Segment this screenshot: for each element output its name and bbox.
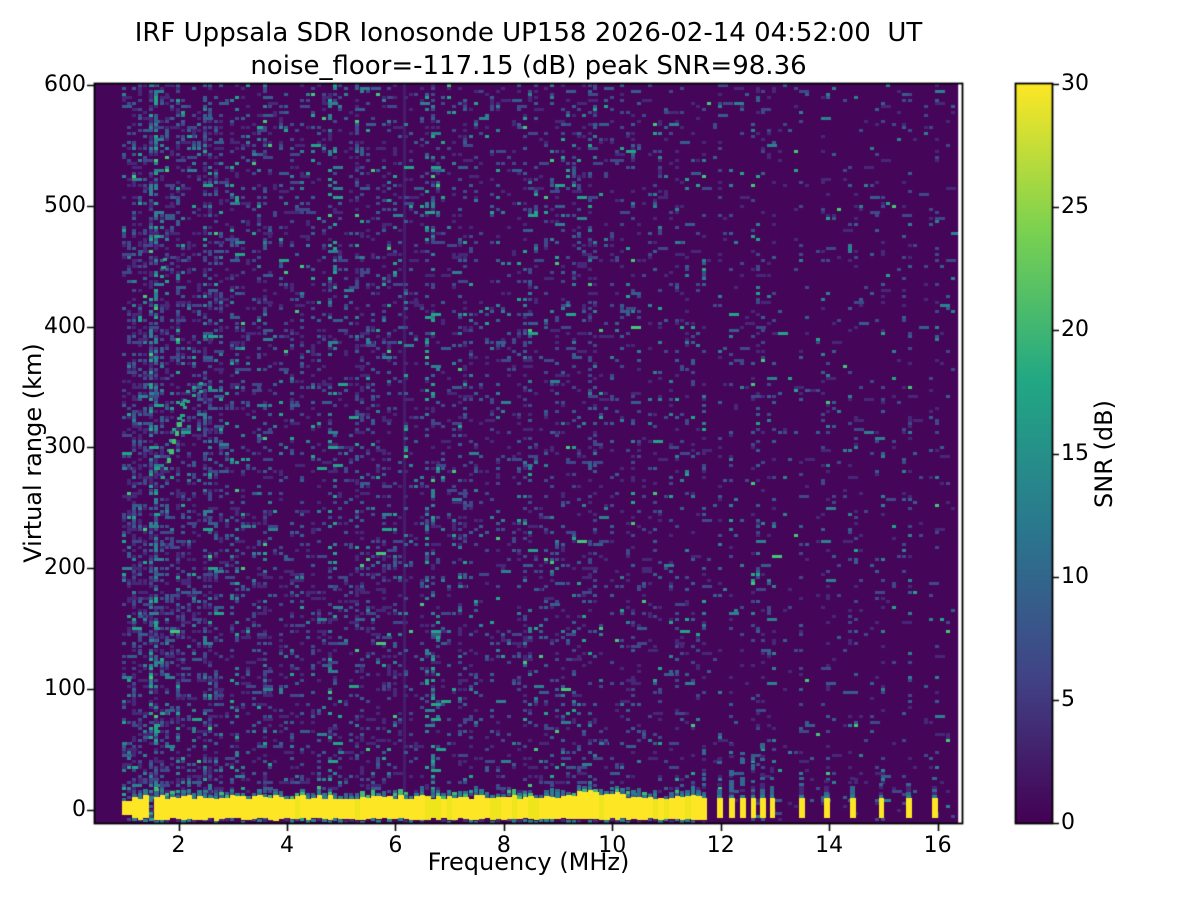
colorbar-tick-label: 15 [1061,440,1089,466]
colorbar-tick-label: 25 [1061,194,1089,220]
y-tick-label: 100 [44,675,86,701]
x-tick-label: 6 [388,833,403,858]
x-tick-label: 10 [598,833,627,858]
x-tick-label: 16 [923,833,952,858]
x-tick-label: 4 [279,833,294,858]
y-tick-label: 200 [44,555,86,581]
y-tick-label: 400 [44,313,86,339]
colorbar-label: SNR (dB) [1090,400,1118,508]
x-tick-label: 2 [171,833,186,858]
colorbar-tick-label: 20 [1061,317,1089,343]
colorbar-tick-label: 30 [1061,71,1089,96]
y-tick-label: 600 [44,72,86,98]
y-tick-label: 300 [44,434,86,460]
figure-subtitle: noise_floor=-117.15 (dB) peak SNR=98.36 [250,51,807,81]
y-axis-label: Virtual range (km) [19,343,47,563]
colorbar-tick-label: 10 [1061,563,1089,589]
x-axis-label: Frequency (MHz) [427,848,630,876]
x-tick-label: 14 [815,833,844,858]
colorbar-tick-label: 0 [1061,810,1075,835]
x-tick-label: 8 [496,833,511,858]
figure-title: IRF Uppsala SDR Ionosonde UP158 2026-02-… [134,18,923,48]
x-tick-label: 12 [706,833,735,858]
y-tick-label: 0 [72,796,86,822]
y-tick-label: 500 [44,192,86,218]
colorbar-tick-label: 5 [1061,686,1075,712]
